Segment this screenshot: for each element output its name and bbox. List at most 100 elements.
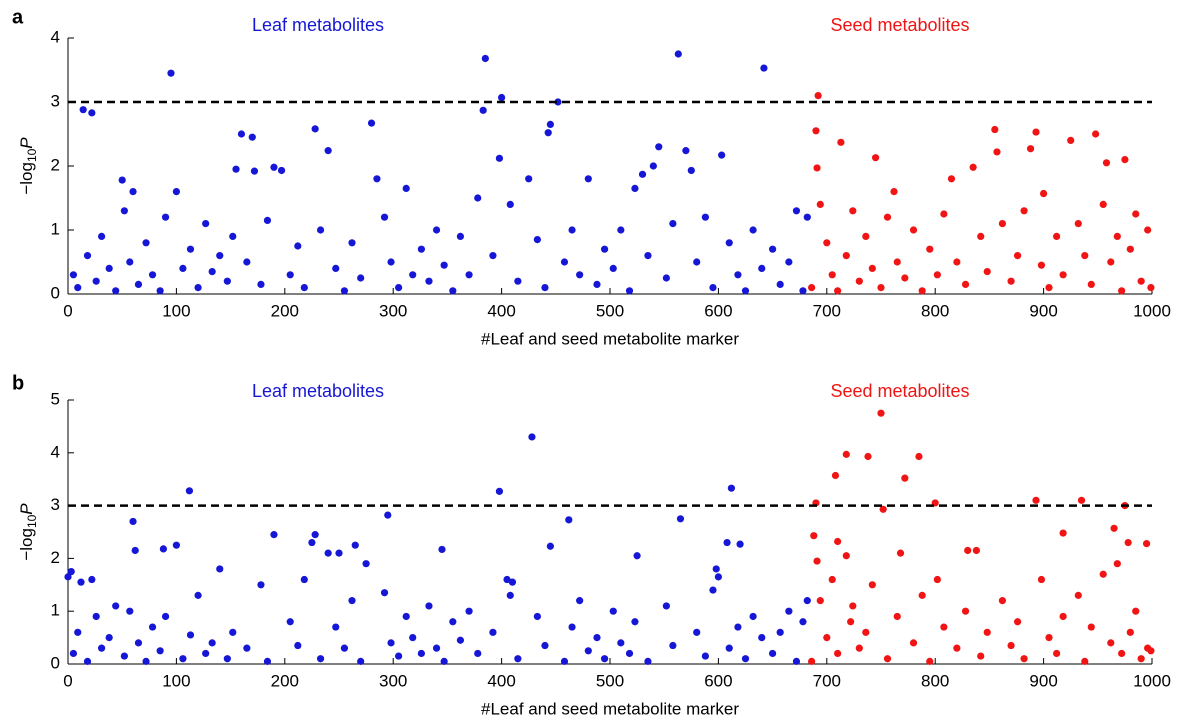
point [348, 239, 356, 247]
point [901, 474, 909, 482]
point [300, 575, 308, 584]
point [810, 532, 818, 540]
x-tick-label: 900 [1029, 301, 1057, 320]
point [644, 657, 652, 665]
point [631, 618, 639, 626]
point [662, 274, 670, 282]
point [741, 287, 750, 295]
point [758, 634, 766, 642]
x-tick-label: 800 [921, 301, 949, 320]
point [576, 597, 584, 605]
point [348, 597, 356, 605]
point [576, 271, 584, 279]
point [823, 239, 831, 247]
point [142, 239, 150, 247]
y-tick-label: 0 [51, 653, 60, 672]
series-label: Seed metabolites [830, 381, 969, 401]
point [814, 92, 822, 100]
point [335, 549, 343, 557]
point [609, 607, 617, 615]
point [156, 647, 164, 655]
point [725, 644, 733, 652]
point [877, 409, 885, 417]
point [263, 216, 272, 224]
point [286, 618, 294, 626]
point [1142, 540, 1151, 548]
x-tick-label: 0 [63, 301, 72, 320]
x-tick-label: 1000 [1133, 301, 1171, 320]
point [129, 517, 137, 526]
point [609, 264, 617, 272]
point [868, 264, 876, 272]
point [1007, 641, 1015, 650]
point [831, 471, 840, 480]
point [216, 252, 224, 260]
point [883, 655, 892, 663]
point [969, 163, 977, 171]
point [1037, 261, 1046, 269]
point [933, 575, 941, 584]
point [161, 612, 170, 621]
point [741, 655, 750, 663]
point [1053, 232, 1061, 240]
point [316, 226, 325, 234]
point [847, 618, 855, 626]
y-axis-label: −log10P [17, 503, 39, 561]
point [600, 655, 609, 663]
point [926, 657, 934, 665]
point [409, 634, 417, 642]
point [792, 207, 801, 215]
point [286, 271, 294, 279]
point [83, 252, 92, 260]
point [481, 54, 489, 63]
point [940, 210, 948, 218]
point [714, 573, 723, 581]
point [669, 220, 677, 228]
point [506, 200, 514, 208]
point [250, 167, 259, 175]
point [498, 93, 506, 102]
point [1087, 623, 1095, 631]
point [324, 549, 332, 557]
point [813, 557, 821, 565]
point [202, 649, 210, 658]
point [270, 531, 278, 539]
series-label: Leaf metabolites [252, 381, 384, 401]
point [294, 242, 302, 250]
series-label: Leaf metabolites [252, 15, 384, 35]
point [749, 226, 757, 234]
point [186, 631, 195, 639]
point [725, 239, 733, 247]
point [972, 546, 980, 555]
point [834, 537, 842, 546]
point [194, 284, 202, 292]
point [1032, 496, 1040, 504]
point [1113, 232, 1121, 240]
point [560, 258, 569, 266]
point [1067, 136, 1075, 144]
point [849, 602, 857, 610]
point [1081, 252, 1089, 260]
point [1032, 128, 1040, 136]
point [769, 649, 777, 658]
point [674, 50, 682, 58]
point [1059, 612, 1067, 621]
point [417, 649, 425, 658]
point [1132, 210, 1140, 218]
x-tick-label: 300 [379, 671, 407, 690]
y-label-var: P [17, 137, 36, 149]
point [983, 268, 991, 276]
point [194, 591, 202, 599]
point [92, 612, 100, 621]
point [909, 226, 918, 234]
y-label-sub: 10 [25, 514, 39, 528]
point [998, 597, 1007, 605]
point [593, 280, 601, 288]
point [842, 450, 850, 458]
point [776, 628, 784, 636]
point [208, 268, 216, 276]
point [148, 271, 157, 279]
point [584, 647, 592, 655]
point [1126, 245, 1134, 253]
point [617, 639, 625, 647]
